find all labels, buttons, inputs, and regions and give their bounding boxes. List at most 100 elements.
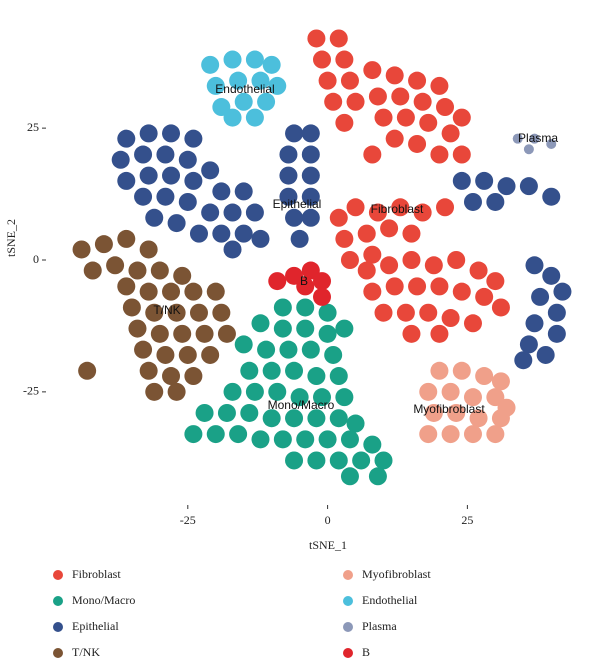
point [156, 187, 175, 206]
point [335, 113, 354, 132]
cluster-label: Endothelial [215, 82, 274, 96]
point [234, 224, 253, 243]
point [346, 92, 365, 111]
point [240, 403, 259, 422]
point [363, 145, 382, 164]
point [357, 261, 376, 280]
cluster-label: Myofibroblast [413, 402, 485, 416]
point [352, 451, 371, 470]
point [162, 282, 181, 301]
point [491, 298, 510, 317]
legend-swatch [343, 648, 353, 658]
point [318, 324, 337, 343]
point [340, 430, 359, 449]
point [150, 261, 169, 280]
point [542, 266, 561, 285]
legend-swatch [53, 622, 63, 632]
point [285, 451, 304, 470]
point [201, 161, 220, 180]
point [519, 335, 538, 354]
point [251, 430, 270, 449]
cluster-label: T/NK [153, 303, 180, 317]
point [268, 76, 287, 95]
point [391, 198, 410, 217]
point [279, 187, 298, 206]
point [217, 324, 236, 343]
point [117, 277, 136, 296]
point [245, 50, 264, 69]
point [195, 403, 214, 422]
point [318, 71, 337, 90]
point [134, 145, 153, 164]
point [279, 340, 298, 359]
point [363, 245, 382, 264]
point [463, 388, 482, 407]
point [128, 261, 147, 280]
point [413, 92, 432, 111]
point [469, 409, 488, 428]
point [234, 335, 253, 354]
point [296, 430, 315, 449]
point [475, 287, 494, 306]
point [329, 208, 348, 227]
point [307, 451, 326, 470]
point [167, 382, 186, 401]
point [318, 430, 337, 449]
point [128, 319, 147, 338]
point [402, 251, 421, 269]
point [313, 50, 331, 69]
point [234, 182, 253, 201]
point [201, 345, 220, 364]
point [145, 303, 164, 322]
point [290, 229, 309, 248]
point [117, 229, 136, 248]
point [162, 124, 181, 143]
point [313, 388, 331, 407]
point [346, 198, 365, 217]
point [512, 133, 523, 144]
point [167, 214, 186, 233]
point [313, 272, 331, 291]
point [296, 298, 315, 317]
point [301, 124, 320, 143]
point [368, 467, 387, 486]
point [139, 124, 158, 143]
point [245, 382, 264, 401]
cluster-label: Mono/Macro [268, 398, 335, 412]
point [547, 324, 566, 343]
point [368, 203, 387, 222]
legend-label: Mono/Macro [72, 593, 135, 607]
point [184, 367, 203, 386]
point [301, 261, 320, 280]
x-tick-label: 0 [325, 513, 331, 527]
point [106, 256, 125, 275]
point [396, 108, 415, 127]
point [145, 382, 164, 401]
point [452, 145, 471, 164]
point [486, 192, 505, 211]
point [229, 425, 248, 444]
point [117, 171, 136, 190]
point [206, 282, 225, 301]
x-tick-label: 25 [461, 513, 473, 527]
point [167, 303, 186, 322]
point [217, 403, 236, 422]
point [396, 303, 415, 322]
y-tick-label: -25 [23, 384, 39, 398]
point [441, 309, 460, 328]
point [285, 266, 304, 285]
point [251, 71, 270, 90]
point [380, 256, 399, 275]
point [273, 298, 292, 317]
point [307, 409, 326, 428]
point [408, 71, 427, 90]
cluster-label: Plasma [518, 131, 558, 145]
point [514, 351, 533, 370]
point [206, 76, 225, 95]
point [486, 272, 505, 291]
point [285, 208, 304, 227]
point [189, 303, 208, 322]
point [335, 50, 354, 69]
point [307, 367, 326, 386]
